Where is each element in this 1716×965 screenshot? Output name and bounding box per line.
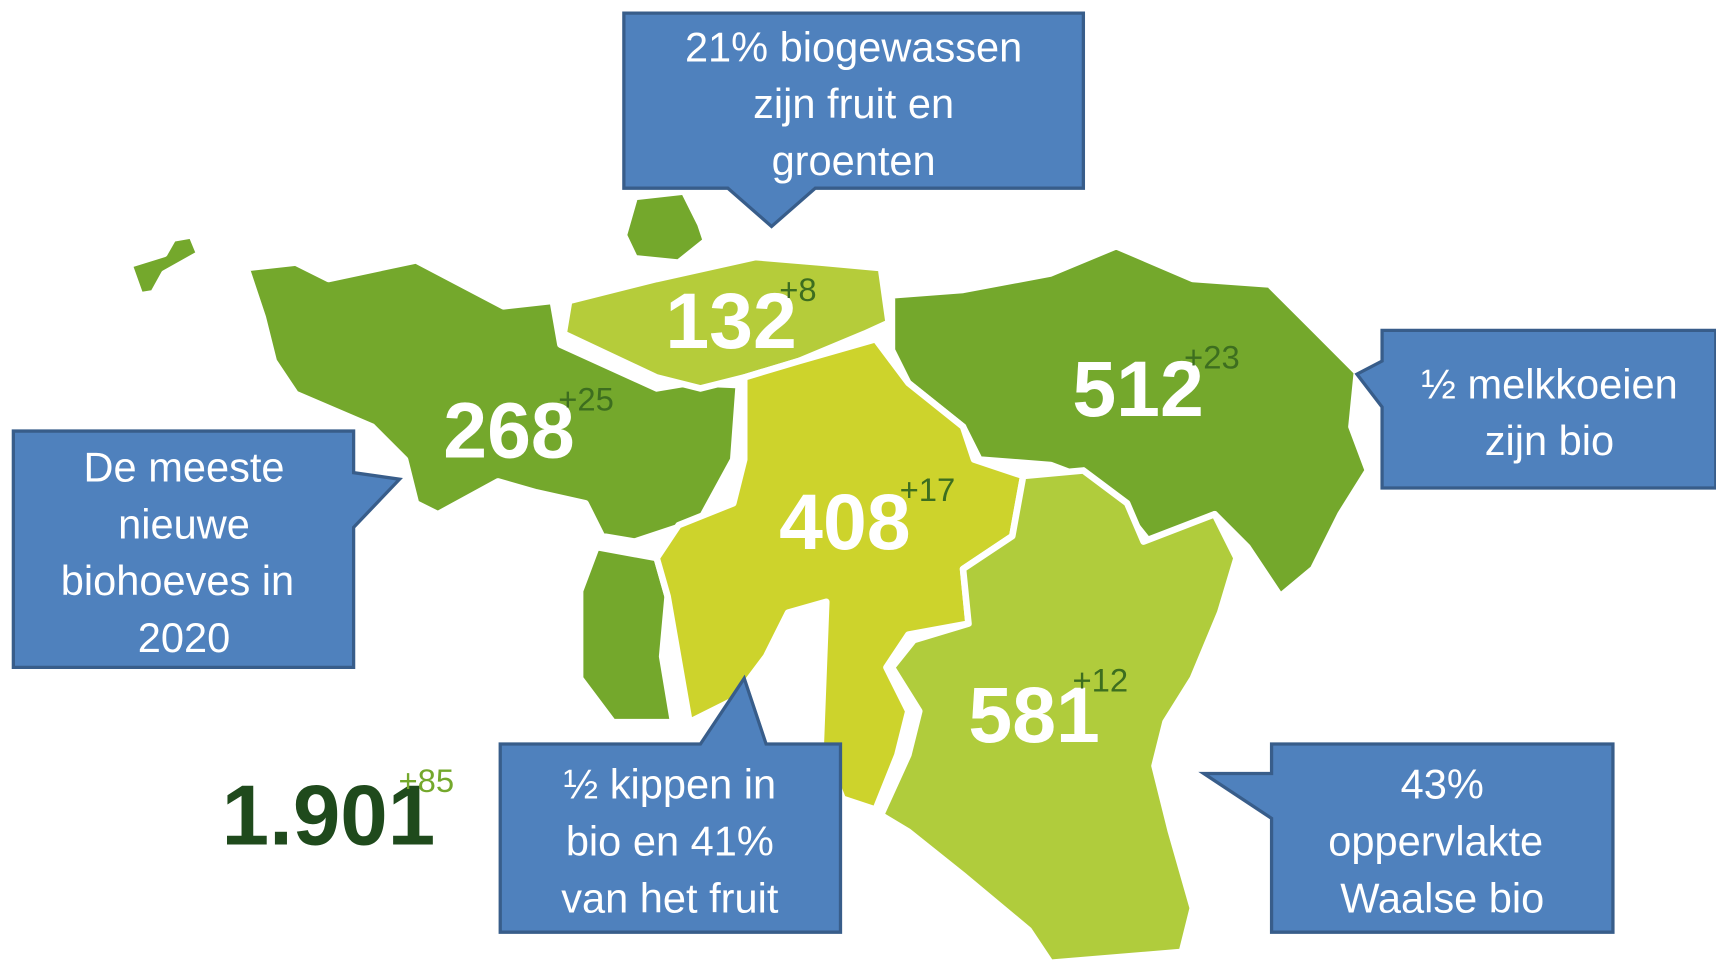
callout-box xyxy=(498,674,843,934)
region-labels: 268 +25 132 +8 512 +23 408 +17 581 +12 1… xyxy=(222,271,1240,864)
callout-text: zijn bio xyxy=(1485,417,1614,464)
region-count: 581 xyxy=(968,671,1099,759)
brabant xyxy=(653,335,1027,813)
callout-text: ½ kippen in xyxy=(564,761,777,808)
callout-text: De meeste xyxy=(84,443,285,490)
wallonia xyxy=(877,467,1240,965)
callout-text: nieuwe xyxy=(118,500,250,547)
region-change: +25 xyxy=(558,380,614,417)
region-count: 132 xyxy=(665,277,796,365)
callout-text: biohoeves in xyxy=(61,557,294,604)
provinces xyxy=(126,188,1372,965)
callout-text: 43% xyxy=(1401,761,1484,808)
limburg xyxy=(888,242,1372,600)
region-count: 512 xyxy=(1072,345,1203,433)
callout-text: oppervlakte xyxy=(1328,818,1543,865)
total-change: +85 xyxy=(398,762,454,799)
region-change: +12 xyxy=(1072,661,1128,698)
callout-box xyxy=(1354,328,1716,490)
callouts: 21% biogewassen zijn fruit en groenten ½… xyxy=(11,11,1716,934)
region-count: 408 xyxy=(779,478,910,566)
zeeland xyxy=(620,188,710,266)
west-flanders xyxy=(243,257,743,545)
region-count: 268 xyxy=(443,386,574,474)
region-change: +17 xyxy=(900,471,956,508)
callout-text: bio en 41% xyxy=(566,818,774,865)
callout-box xyxy=(622,11,1086,229)
callout-text: 2020 xyxy=(138,614,230,661)
region-change: +8 xyxy=(779,271,816,308)
callout-box xyxy=(1198,742,1615,934)
callout-text: ½ melkkoeien xyxy=(1421,360,1677,407)
callout-text: van het fruit xyxy=(561,874,779,921)
region-change: +23 xyxy=(1184,339,1240,376)
callout-text: 21% biogewassen xyxy=(685,23,1022,70)
callout-text: zijn fruit en xyxy=(753,80,954,127)
total-count: 1.901 xyxy=(222,769,436,864)
callout-text: Waalse bio xyxy=(1340,874,1544,921)
west-flanders-islands xyxy=(126,231,203,299)
callout-box xyxy=(11,429,403,670)
callout-text: groenten xyxy=(772,137,936,184)
